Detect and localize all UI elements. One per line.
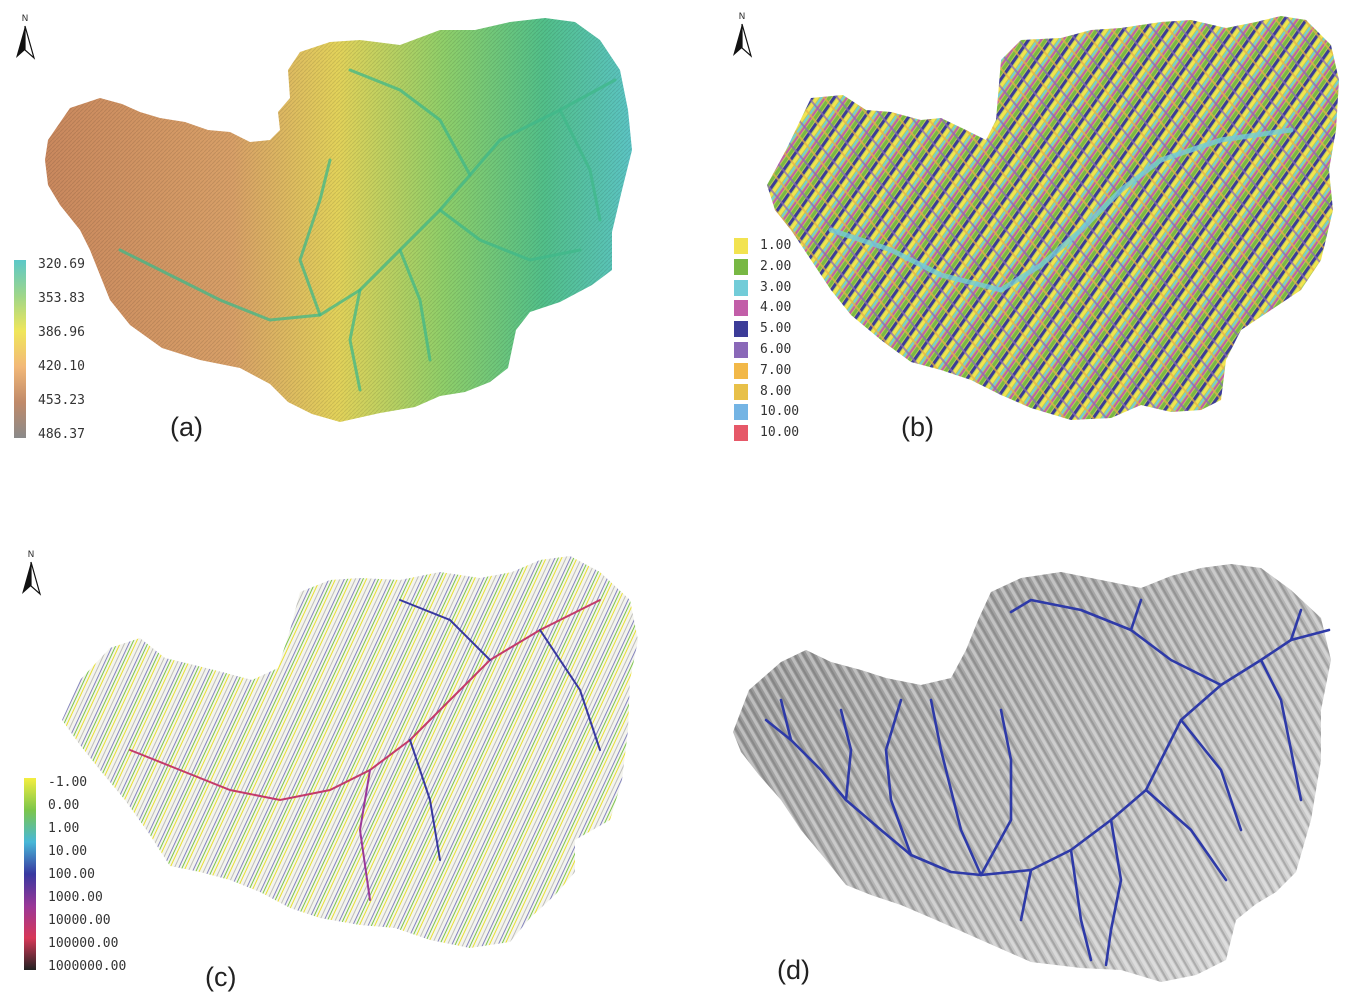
legend-label: 1000000.00 (48, 959, 127, 974)
legend-swatch (734, 425, 748, 442)
north-label: N (28, 550, 35, 560)
panel-label-c: (c) (205, 962, 237, 992)
panel-label-a: (a) (170, 412, 203, 442)
legend-label: 10.00 (48, 844, 88, 859)
legend-swatch (734, 404, 748, 421)
legend-label: 420.10 (38, 359, 85, 374)
legend-label: 353.83 (38, 291, 85, 306)
stream-network (764, 598, 1331, 967)
north-arrow-icon: N (729, 10, 755, 65)
north-label: N (739, 12, 746, 22)
north-label: N (22, 14, 29, 24)
legend-label: 3.00 (760, 279, 792, 295)
legend-label: 2.00 (760, 258, 792, 274)
panel-d-stream-network-map: (d) (681, 500, 1362, 1000)
flow-direction-map (767, 16, 1339, 420)
legend-label: 10.00 (760, 425, 800, 441)
legend-label: 100.00 (48, 867, 95, 882)
legend-label: 453.23 (38, 393, 85, 408)
legend-label: 0.00 (48, 798, 80, 813)
legend-label: 7.00 (760, 362, 792, 378)
north-arrow-icon: N (18, 548, 44, 603)
legend-label: 4.00 (760, 300, 792, 316)
legend-label: 486.37 (38, 427, 85, 442)
legend-swatch (734, 383, 748, 400)
panel-a-elevation-map: N 320.69 353.83 386.96 420.10 453.23 486.37 (… (0, 0, 681, 500)
legend-swatch (734, 279, 748, 296)
legend-swatch (734, 321, 748, 338)
valley-network (118, 68, 617, 392)
flow-accumulation-map (62, 556, 638, 948)
legend-label: 5.00 (760, 321, 792, 337)
stream-network-map (733, 564, 1331, 982)
legend-label: 8.00 (760, 383, 792, 399)
legend-swatch (734, 238, 748, 254)
legend-swatch (734, 362, 748, 379)
panel-label-d: (d) (777, 955, 810, 985)
elevation-map (45, 18, 632, 422)
panel-label-b: (b) (901, 412, 934, 442)
panel-b-flow-direction-map: N 1.00 2.00 3.00 4.00 5.00 6.00 7.00 8.00 10.00 1… (681, 0, 1362, 500)
legend-label: 10000.00 (48, 913, 111, 928)
legend-label: 100000.00 (48, 936, 119, 951)
legend-label: 320.69 (38, 257, 85, 272)
legend-swatch (734, 300, 748, 317)
legend-color-ramp (24, 778, 36, 970)
panel-c-flow-accumulation-map: N -1.00 0.00 1.00 10.00 100.00 1000.00 10000.0… (0, 500, 681, 1000)
north-arrow-icon: N (12, 12, 38, 67)
legend-color-ramp (14, 260, 26, 438)
legend-label: 6.00 (760, 342, 792, 357)
legend-label: 1.00 (48, 821, 80, 836)
legend-swatch (734, 258, 748, 275)
legend-label: 1000.00 (48, 890, 103, 905)
legend-label: 1.00 (760, 238, 792, 253)
legend-label: 10.00 (760, 404, 800, 420)
legend-label: 386.96 (38, 325, 85, 340)
legend-label: -1.00 (48, 775, 88, 790)
legend-swatch (734, 342, 748, 358)
